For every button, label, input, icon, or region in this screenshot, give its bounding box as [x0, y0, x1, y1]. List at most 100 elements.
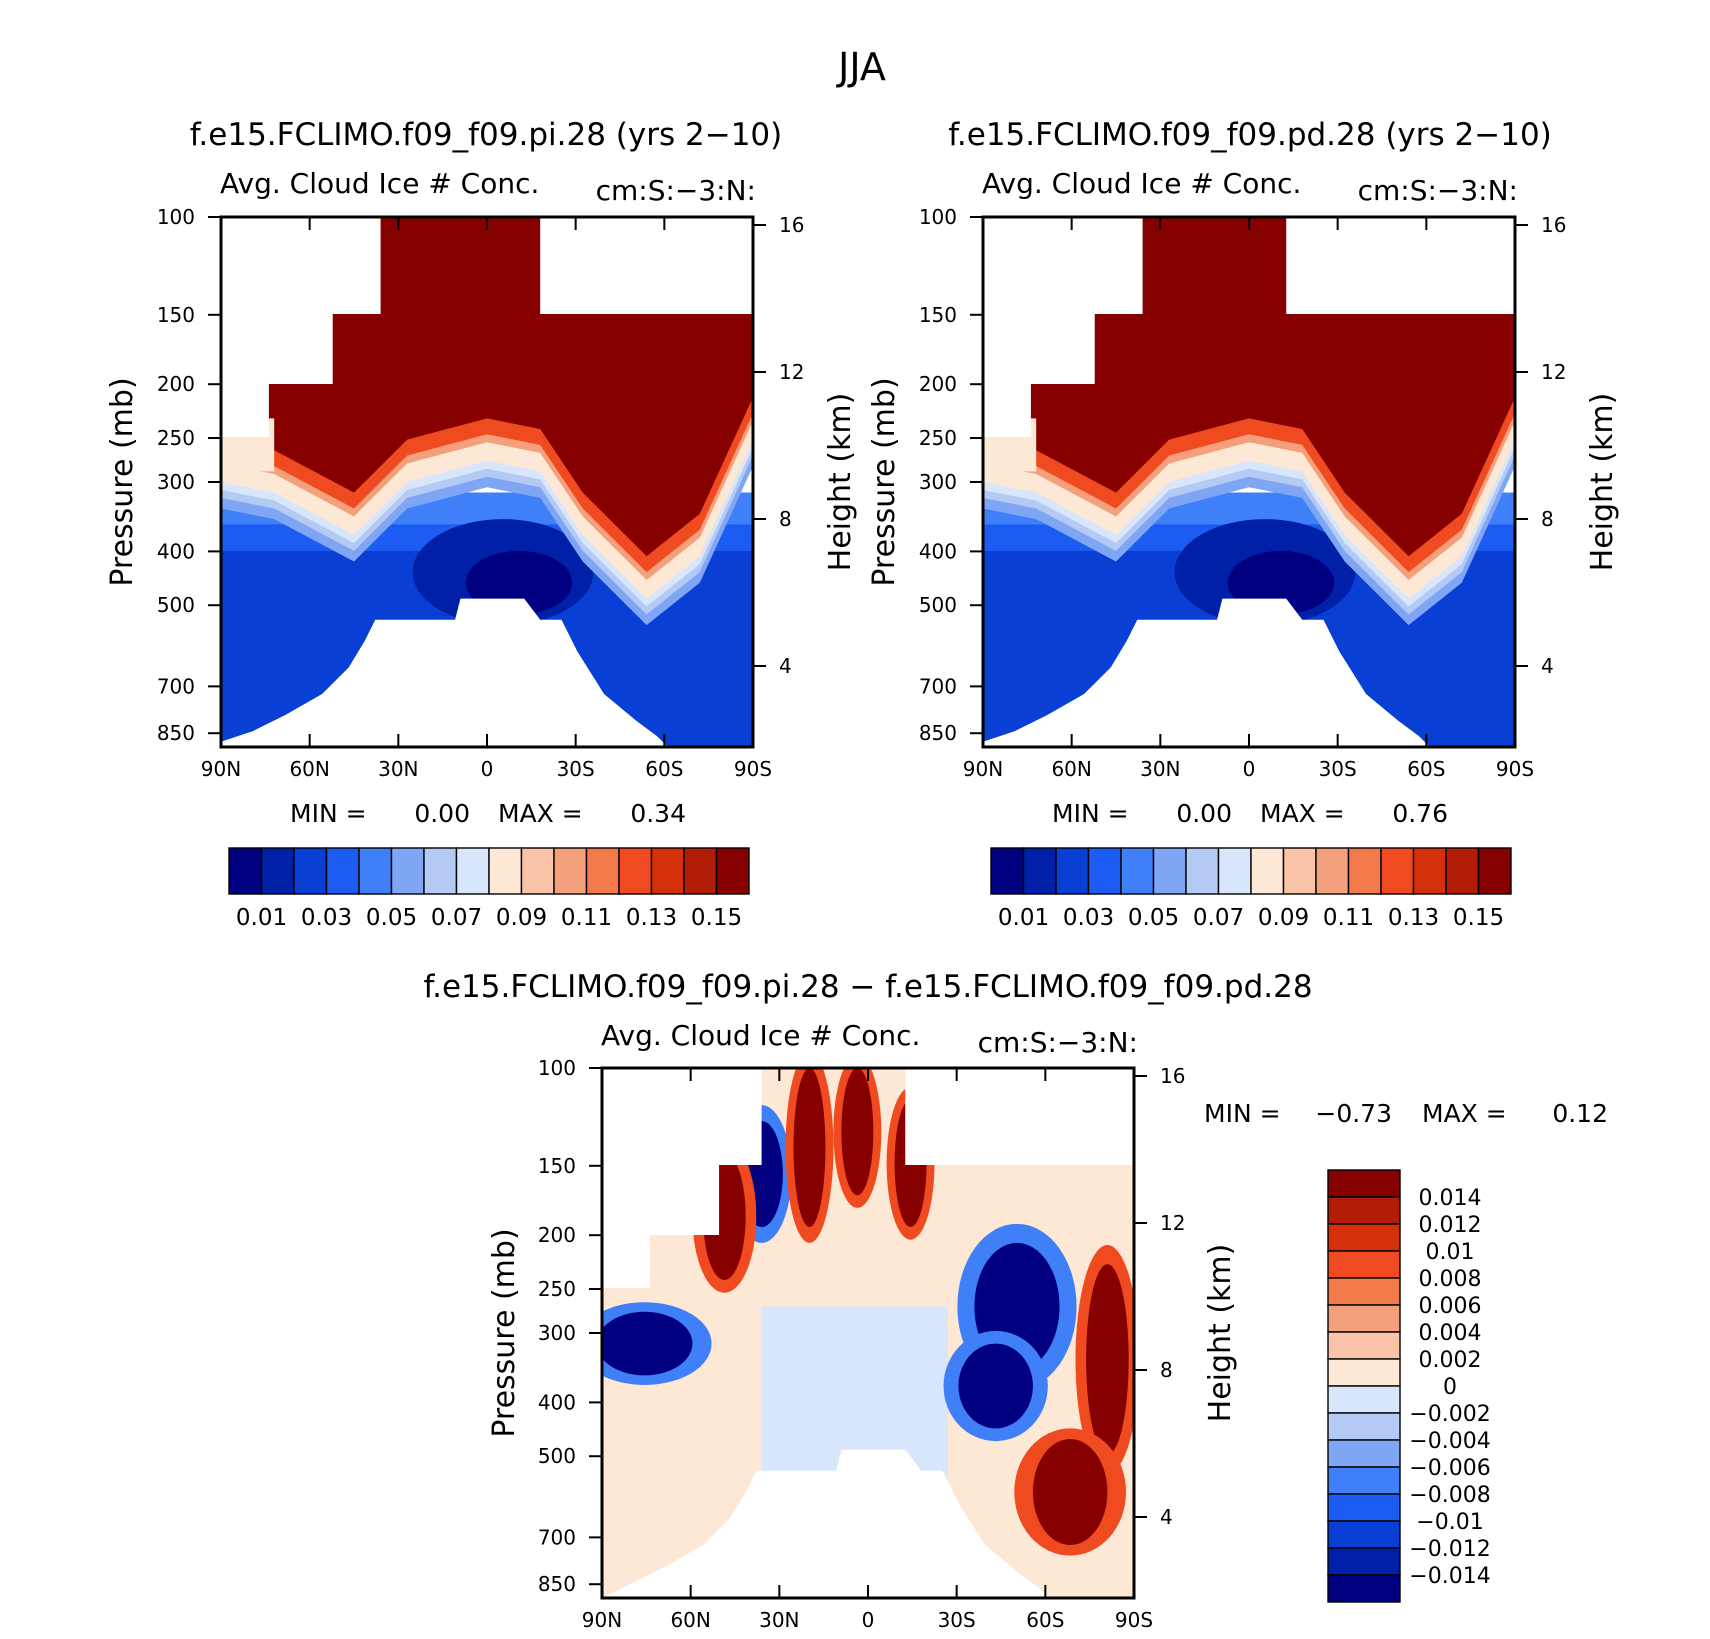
- y-tick-label: 100: [919, 205, 957, 229]
- right-tick-label: 8: [1160, 1358, 1173, 1382]
- colorbar-box: [1327, 1466, 1401, 1495]
- y-tick-label: 300: [919, 470, 957, 494]
- x-tick-label: 60N: [670, 1608, 710, 1632]
- max-label: MAX =: [1422, 1099, 1507, 1128]
- x-tick-label: 0: [1243, 757, 1256, 781]
- colorbar-box: [1327, 1412, 1401, 1441]
- y-tick-label: 400: [919, 539, 957, 563]
- axes: 90N 60N 30N 0 30S 60S 90S 100 150 200 250 300 400 500…: [538, 1056, 1186, 1632]
- min-value: 0.00: [414, 799, 470, 828]
- colorbar-box: [1477, 847, 1512, 895]
- colorbar-label: 0.11: [561, 905, 612, 931]
- colorbar-box: [1217, 847, 1252, 895]
- y-tick-label: 150: [919, 303, 957, 327]
- contour-field: [602, 1068, 1134, 1598]
- y-tick-label: 100: [538, 1056, 576, 1080]
- min-label: MIN =: [1052, 799, 1129, 828]
- colorbar-label: 0.01: [1426, 1240, 1475, 1265]
- colorbar-label: 0: [1443, 1375, 1457, 1400]
- min-label: MIN =: [1204, 1099, 1281, 1128]
- colorbar-box: [1347, 847, 1382, 895]
- colorbar-box: [990, 847, 1025, 895]
- y-tick-label: 250: [157, 426, 195, 450]
- colorbar-label: 0.01: [236, 905, 287, 931]
- panel-title: f.e15.FCLIMO.f09_f09.pi.28 − f.e15.FCLIM…: [423, 969, 1312, 1005]
- colorbar-label: 0.012: [1419, 1213, 1482, 1238]
- colorbar-box: [1327, 1520, 1401, 1549]
- panel-title: f.e15.FCLIMO.f09_f09.pd.28 (yrs 2−10): [948, 117, 1552, 153]
- y-tick-label: 500: [538, 1444, 576, 1468]
- colorbar-label: −0.01: [1416, 1510, 1483, 1535]
- right-tick-label: 4: [1541, 654, 1554, 678]
- x-tick-label: 60N: [289, 757, 329, 781]
- colorbar-label: 0.07: [431, 905, 482, 931]
- colorbar-box: [1327, 1277, 1401, 1306]
- colorbar-box: [1152, 847, 1187, 895]
- panel-top-left: f.e15.FCLIMO.f09_f09.pi.28 (yrs 2−10) Av…: [105, 117, 858, 931]
- right-tick-label: 8: [779, 507, 792, 531]
- right-tick-label: 16: [779, 213, 804, 237]
- x-tick-label: 30S: [1319, 757, 1357, 781]
- y-tick-label: 300: [538, 1321, 576, 1345]
- colorbar-box: [1327, 1196, 1401, 1225]
- y-tick-label: 250: [538, 1277, 576, 1301]
- y-tick-label: 850: [157, 721, 195, 745]
- colorbar-label: 0.006: [1419, 1294, 1482, 1319]
- y-tick-label: 850: [538, 1572, 576, 1596]
- y-tick-label: 150: [538, 1154, 576, 1178]
- y-axis-label: Pressure (mb): [487, 1228, 522, 1437]
- colorbar-box: [293, 847, 328, 895]
- y-tick-label: 300: [157, 470, 195, 494]
- min-value: 0.00: [1176, 799, 1232, 828]
- y-tick-label: 250: [919, 426, 957, 450]
- colorbar-box: [715, 847, 750, 895]
- right-tick-label: 4: [1160, 1505, 1173, 1529]
- panel-top-right: f.e15.FCLIMO.f09_f09.pd.28 (yrs 2−10) Av…: [867, 117, 1620, 931]
- x-tick-label: 90S: [734, 757, 772, 781]
- contour-field: [221, 217, 753, 747]
- y-tick-label: 400: [157, 539, 195, 563]
- x-tick-label: 30N: [378, 757, 418, 781]
- x-tick-label: 30N: [1140, 757, 1180, 781]
- x-tick-label: 90N: [963, 757, 1003, 781]
- colorbar-label: 0.09: [496, 905, 547, 931]
- colorbar: 0.01 0.03 0.05 0.07 0.09 0.11 0.13 0.15: [228, 847, 750, 931]
- colorbar-box: [1022, 847, 1057, 895]
- right-tick-label: 12: [1160, 1211, 1185, 1235]
- min-label: MIN =: [290, 799, 367, 828]
- y-tick-label: 700: [919, 674, 957, 698]
- colorbar-label: 0.15: [691, 905, 742, 931]
- colorbar-box: [1412, 847, 1447, 895]
- colorbar-box: [228, 847, 263, 895]
- panel-subtitle: Avg. Cloud Ice # Conc.: [982, 167, 1301, 200]
- y-tick-label: 700: [157, 674, 195, 698]
- colorbar-box: [1327, 1358, 1401, 1387]
- colorbar-label: 0.008: [1419, 1267, 1482, 1292]
- colorbar-box: [1327, 1169, 1401, 1198]
- colorbar-label: 0.002: [1419, 1348, 1482, 1373]
- colorbar-box: [520, 847, 555, 895]
- panel-units: cm:S:−3:N:: [1358, 174, 1518, 207]
- y-axis-label: Pressure (mb): [867, 377, 902, 586]
- colorbar-box: [358, 847, 393, 895]
- x-tick-label: 60S: [1026, 1608, 1064, 1632]
- right-tick-label: 16: [1541, 213, 1566, 237]
- right-axis-label: Height (km): [823, 393, 858, 572]
- colorbar-label: 0.07: [1193, 905, 1244, 931]
- y-tick-label: 200: [538, 1223, 576, 1247]
- colorbar-label: −0.002: [1409, 1402, 1490, 1427]
- colorbar-label: 0.15: [1453, 905, 1504, 931]
- axes: 90N 60N 30N 0 30S 60S 90S 100 150 200 250 300 400 500…: [157, 205, 805, 781]
- x-tick-label: 90N: [582, 1608, 622, 1632]
- colorbar-box: [1327, 1304, 1401, 1333]
- colorbar-box: [488, 847, 523, 895]
- x-tick-label: 90N: [201, 757, 241, 781]
- colorbar-label: −0.006: [1409, 1456, 1490, 1481]
- colorbar-box: [1315, 847, 1350, 895]
- colorbar-box: [1327, 1385, 1401, 1414]
- colorbar-label: 0.11: [1323, 905, 1374, 931]
- colorbar-label: −0.004: [1409, 1429, 1490, 1454]
- max-value: 0.76: [1392, 799, 1448, 828]
- colorbar-box: [1327, 1223, 1401, 1252]
- right-tick-label: 16: [1160, 1064, 1185, 1088]
